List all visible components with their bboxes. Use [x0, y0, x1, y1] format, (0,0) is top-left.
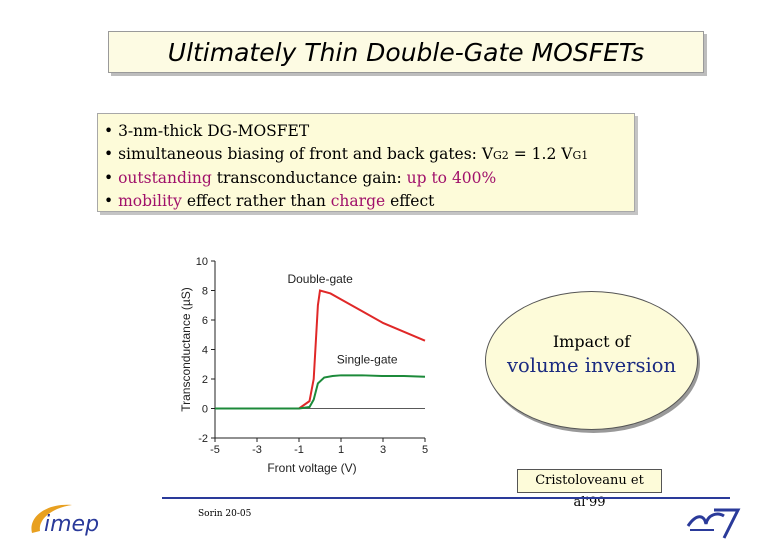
footer-divider: [162, 497, 730, 499]
imep-logo: imep: [31, 504, 99, 537]
chart-background: [168, 248, 438, 480]
single-gate-line: [215, 374, 426, 410]
slide-title: Ultimately Thin Double-Gate MOSFETs: [167, 37, 645, 67]
bullet-4-highlight-1: mobility: [118, 192, 182, 210]
bullet-2-sub1: G2: [493, 149, 509, 162]
callout-ellipse: Impact of volume inversion: [485, 291, 698, 430]
y-tick-label: 8: [202, 286, 208, 298]
x-tick-label: 3: [380, 444, 386, 456]
bullet-box: • 3-nm-thick DG-MOSFET • simultaneous bi…: [97, 113, 635, 212]
x-tick-label: -1: [294, 444, 304, 456]
x-axis-title: Front voltage (V): [267, 461, 356, 475]
x-tick-label: -3: [252, 444, 262, 456]
bullet-3: • outstanding transconductance gain: up …: [104, 167, 634, 190]
y-axis-title: Transconductance (µS): [179, 287, 193, 412]
n7-logo-stroke-1: [686, 512, 725, 527]
bullet-3-highlight-2: up to 400%: [406, 169, 497, 187]
imep-logo-dot: [37, 514, 43, 520]
bullet-4-highlight-2: charge: [330, 192, 386, 210]
y-tick-label: 6: [202, 315, 208, 327]
bullet-3-a: •: [104, 169, 119, 187]
bullet-4-c: effect rather than: [181, 192, 331, 210]
title-box: Ultimately Thin Double-Gate MOSFETs: [108, 31, 704, 73]
x-tick-label: -5: [210, 444, 220, 456]
imep-logo-text: imep: [44, 512, 99, 537]
callout-line-2: volume inversion: [507, 354, 676, 377]
bullet-4: • mobility effect rather than charge eff…: [104, 190, 634, 213]
y-tick-label: 4: [202, 345, 208, 357]
double-gate-label: Double-gate: [287, 272, 353, 286]
y-tick-label: 2: [202, 374, 208, 386]
n7-logo-stroke-2: [714, 508, 741, 539]
transconductance-chart: -2 0 2 4 6 8 10 -5 -3 -1 1 3 5 Front voltage (V) Trans…: [168, 248, 438, 480]
y-tick-label: -2: [198, 433, 208, 445]
y-tick-label: 0: [202, 404, 208, 416]
y-tick-label: 10: [196, 256, 208, 268]
x-tick-label: 1: [338, 444, 344, 456]
imep-logo-swoosh: [31, 504, 72, 533]
bullet-2: • simultaneous biasing of front and back…: [104, 143, 634, 167]
bullet-4-a: •: [104, 192, 119, 210]
x-tick-label: 5: [422, 444, 428, 456]
footer-slide-ref: Sorin 20-05: [198, 509, 252, 519]
bullet-1: • 3-nm-thick DG-MOSFET: [104, 120, 634, 143]
citation-box: Cristoloveanu et al'99: [517, 469, 662, 510]
bullet-4-e: effect: [385, 192, 435, 210]
callout-line-1: Impact of: [552, 332, 631, 351]
bullet-2-sub2: G1: [572, 149, 589, 162]
double-gate-line: [215, 289, 426, 410]
bullet-3-c: transconductance gain:: [211, 169, 407, 187]
n7-logo-icon: [686, 508, 741, 539]
single-gate-label: Single-gate: [337, 353, 398, 367]
bullet-2-mid: = 1.2 V: [508, 145, 573, 163]
bullet-1-text: • 3-nm-thick DG-MOSFET: [104, 122, 310, 140]
bullet-3-highlight-1: outstanding: [118, 169, 212, 187]
bullet-2-prefix: • simultaneous biasing of front and back…: [104, 145, 494, 163]
